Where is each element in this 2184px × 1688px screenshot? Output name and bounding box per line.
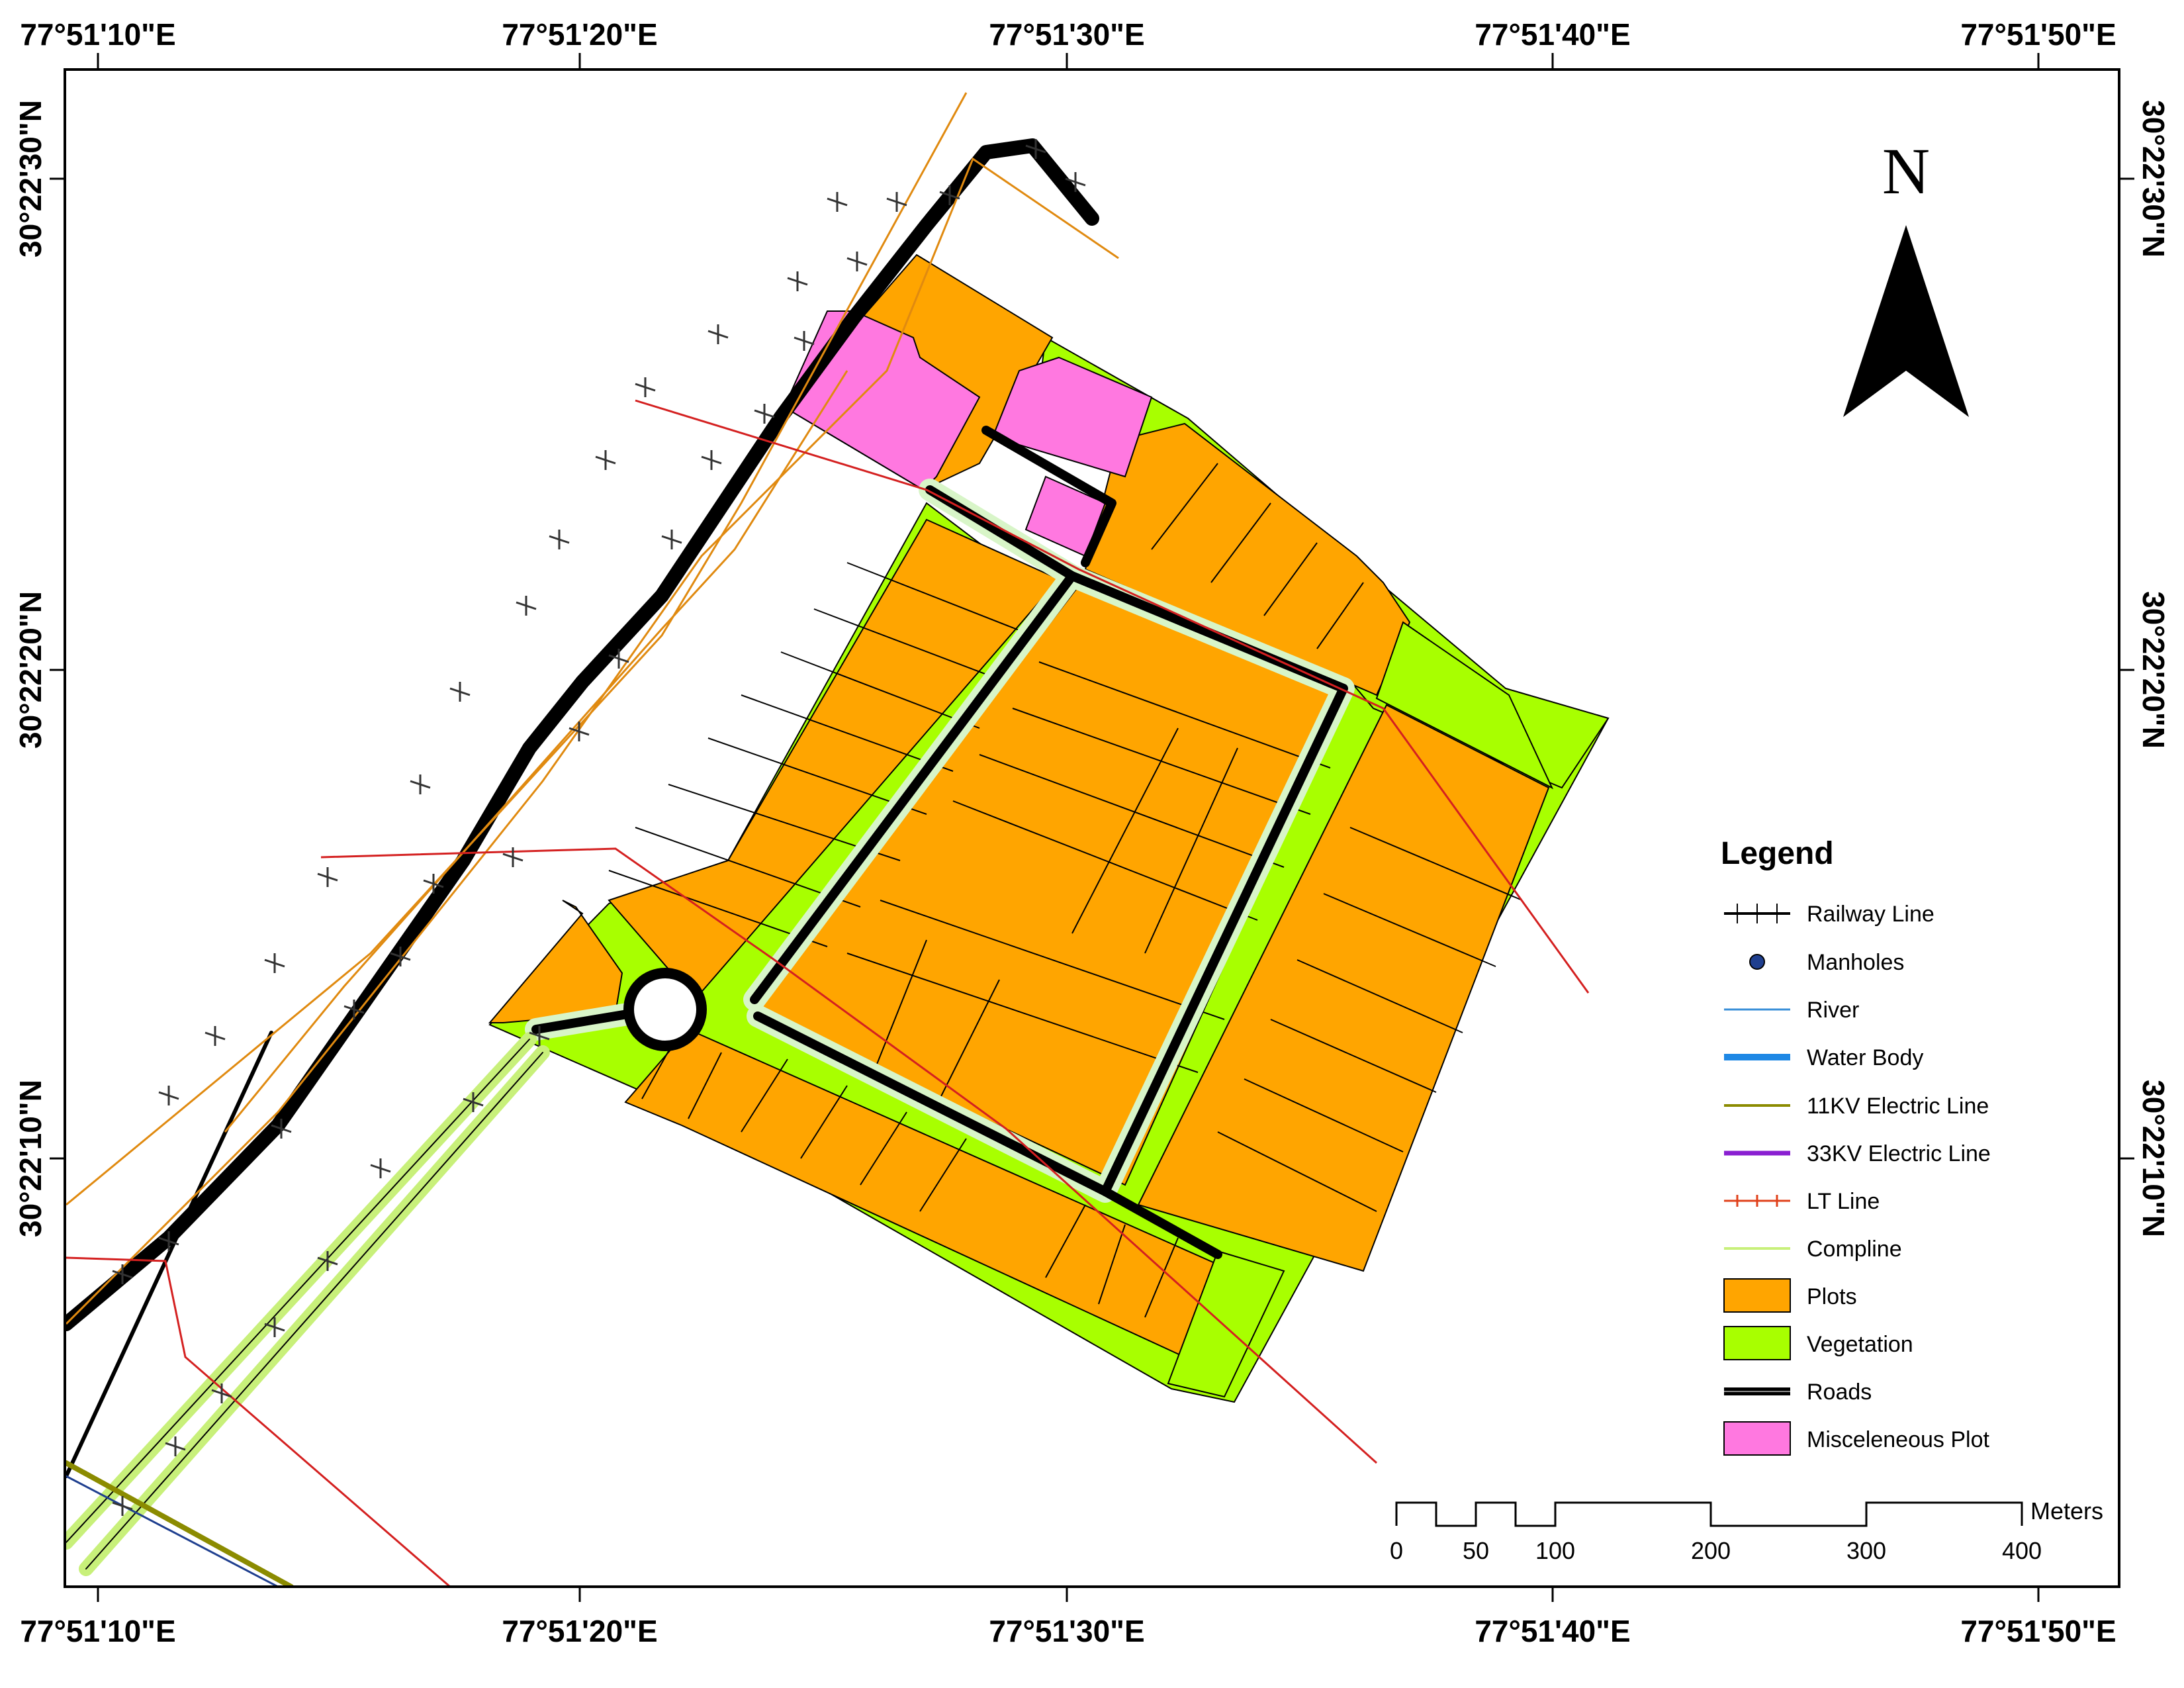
roundabout [623, 968, 707, 1051]
scale-tick-label: 300 [1846, 1537, 1886, 1564]
legend-label: 11KV Electric Line [1807, 1094, 1989, 1119]
legend-item: Railway Line [1724, 902, 1934, 927]
scale-unit: Meters [2030, 1497, 2103, 1524]
plot-block-tip [488, 900, 623, 1023]
scale-tick-label: 50 [1463, 1537, 1489, 1564]
right-tick-label: 30°22'10"N [2136, 1080, 2171, 1237]
legend-title: Legend [1721, 836, 1834, 871]
legend-item: Roads [1724, 1380, 1872, 1405]
legend-label: Water Body [1807, 1045, 1923, 1070]
scale-bar-graphic [1395, 1501, 2023, 1527]
scale-bar: Meters 0 50 100 200 300 400 [1390, 1497, 2103, 1564]
left-tick-label: 30°22'20"N [13, 591, 48, 749]
plot-block-west [608, 518, 1060, 1001]
top-tick-label: 77°51'20"E [502, 17, 657, 52]
lt-lines [66, 399, 1590, 1585]
top-tick-label: 77°51'10"E [20, 17, 175, 52]
legend-label: Compline [1807, 1237, 1902, 1262]
north-label: N [1882, 134, 1930, 208]
legend-item: Misceleneous Plot [1723, 1421, 1989, 1456]
legend-label: Roads [1807, 1380, 1872, 1405]
left-tick-label: 30°22'10"N [13, 1080, 48, 1237]
right-tick-labels: 30°22'30"N 30°22'20"N 30°22'10"N [2136, 100, 2171, 1237]
compline-sw [66, 1032, 550, 1585]
legend-item: Manholes [1749, 950, 1904, 975]
misc-plot-swatch-icon [1723, 1421, 1791, 1456]
scale-tick-label: 0 [1390, 1537, 1403, 1564]
pole-marks [112, 139, 1086, 1516]
legend-item: Water Body [1724, 1045, 1923, 1070]
plot-dividers [608, 463, 1523, 1318]
legend-label: Plots [1807, 1284, 1857, 1309]
lt-line-symbol-icon [1724, 1195, 1790, 1207]
legend-item: Plots [1723, 1278, 1857, 1313]
bottom-tick-label: 77°51'20"E [502, 1614, 657, 1648]
vegetation-southeast [1167, 1250, 1285, 1398]
legend-item: Compline [1724, 1237, 1902, 1262]
left-tick-label: 30°22'30"N [13, 100, 48, 258]
plot-block-south [624, 1028, 1219, 1358]
scale-tick-label: 400 [2002, 1537, 2042, 1564]
legend-label: Misceleneous Plot [1807, 1427, 1989, 1452]
legend-label: 33KV Electric Line [1807, 1141, 1991, 1166]
road-north-spur [981, 426, 1116, 567]
vegetation-swatch-icon [1723, 1326, 1791, 1360]
legend-label: Vegetation [1807, 1332, 1913, 1357]
legend: Legend Railway Line Manholes River Water… [1721, 836, 1991, 1456]
legend-item: 33KV Electric Line [1724, 1141, 1991, 1166]
bottom-tick-label: 77°51'50"E [1960, 1614, 2116, 1648]
road-south-ext [1101, 1187, 1222, 1259]
vegetation-east [1375, 621, 1554, 790]
right-tick-label: 30°22'20"N [2136, 591, 2171, 749]
north-arrow-icon [1843, 225, 1969, 417]
top-tick-label: 77°51'50"E [1960, 17, 2116, 52]
legend-label: River [1807, 998, 1859, 1023]
bottom-tick-label: 77°51'30"E [989, 1614, 1144, 1648]
legend-label: Railway Line [1807, 902, 1934, 927]
map-body [66, 92, 1610, 1585]
legend-label: Manholes [1807, 950, 1904, 975]
bottom-tick-label: 77°51'40"E [1475, 1614, 1630, 1648]
legend-item: Vegetation [1723, 1326, 1913, 1360]
north-arrow: N [1843, 134, 1969, 417]
left-tick-labels: 30°22'30"N 30°22'20"N 30°22'10"N [13, 100, 48, 1237]
right-tick-label: 30°22'30"N [2136, 100, 2171, 258]
graticule [50, 53, 2134, 1602]
legend-item: 11KV Electric Line [1724, 1094, 1989, 1119]
plots-swatch-icon [1723, 1278, 1791, 1313]
legend-item: LT Line [1724, 1189, 1880, 1214]
electric-lines-orange [66, 92, 1119, 1325]
scale-tick-label: 100 [1535, 1537, 1575, 1564]
plot-block-east [1137, 704, 1550, 1272]
top-tick-label: 77°51'40"E [1475, 17, 1630, 52]
legend-item: River [1724, 998, 1859, 1023]
roads-layer [525, 426, 1355, 1259]
bottom-tick-label: 77°51'10"E [20, 1614, 175, 1648]
railway-symbol-icon [1724, 904, 1790, 923]
bottom-tick-labels: 77°51'10"E 77°51'20"E 77°51'30"E 77°51'4… [20, 1614, 2116, 1648]
scale-tick-label: 200 [1691, 1537, 1731, 1564]
top-tick-label: 77°51'30"E [989, 17, 1144, 52]
top-tick-labels: 77°51'10"E 77°51'20"E 77°51'30"E 77°51'4… [20, 17, 2116, 52]
misc-plot-north [991, 356, 1153, 478]
legend-label: LT Line [1807, 1189, 1880, 1214]
manhole-symbol-icon [1749, 954, 1765, 970]
